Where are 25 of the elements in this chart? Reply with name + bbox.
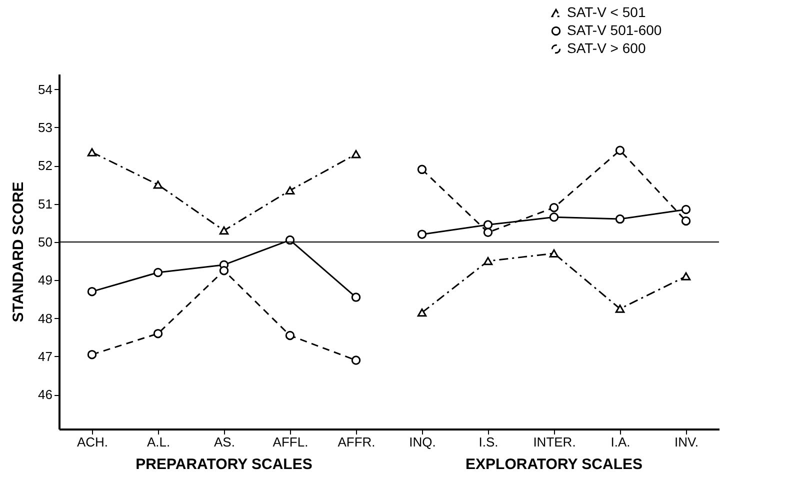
y-tick-label: 48: [38, 310, 52, 326]
y-tick-label: 50: [38, 234, 52, 250]
x-tick-label: ACH.: [76, 434, 108, 450]
y-tick-label: 53: [38, 120, 52, 135]
y-tick-label: 46: [38, 387, 52, 402]
x-tick-label: A.L.: [146, 434, 170, 450]
x-tick-label: AFFR.: [338, 434, 376, 450]
y-tick-label: 52: [38, 158, 52, 174]
x-tick-label: AS.: [214, 434, 235, 450]
x-tick-label: INV.: [674, 434, 699, 450]
legend-label: SAT-V 501-600: [567, 22, 662, 38]
y-axis-title: STANDARD SCORE: [10, 182, 28, 322]
x-tick-label: I.S.: [478, 434, 498, 450]
x-tick-label: INTER.: [533, 434, 576, 450]
legend-label: SAT-V > 600: [567, 40, 646, 56]
text: PREPARATORY SCALES: [136, 456, 312, 473]
y-tick-label: 49: [38, 272, 52, 288]
y-tick-label: 47: [38, 348, 52, 364]
legend-label: SAT-V < 501: [567, 4, 646, 20]
x-tick-label: INQ.: [409, 434, 436, 450]
y-tick-label: 51: [38, 196, 52, 212]
x-tick-label: AFFL.: [272, 434, 308, 450]
y-tick-label: 54: [38, 82, 52, 97]
text: EXPLORATORY SCALES: [466, 456, 642, 473]
x-tick-label: I.A.: [610, 434, 630, 450]
